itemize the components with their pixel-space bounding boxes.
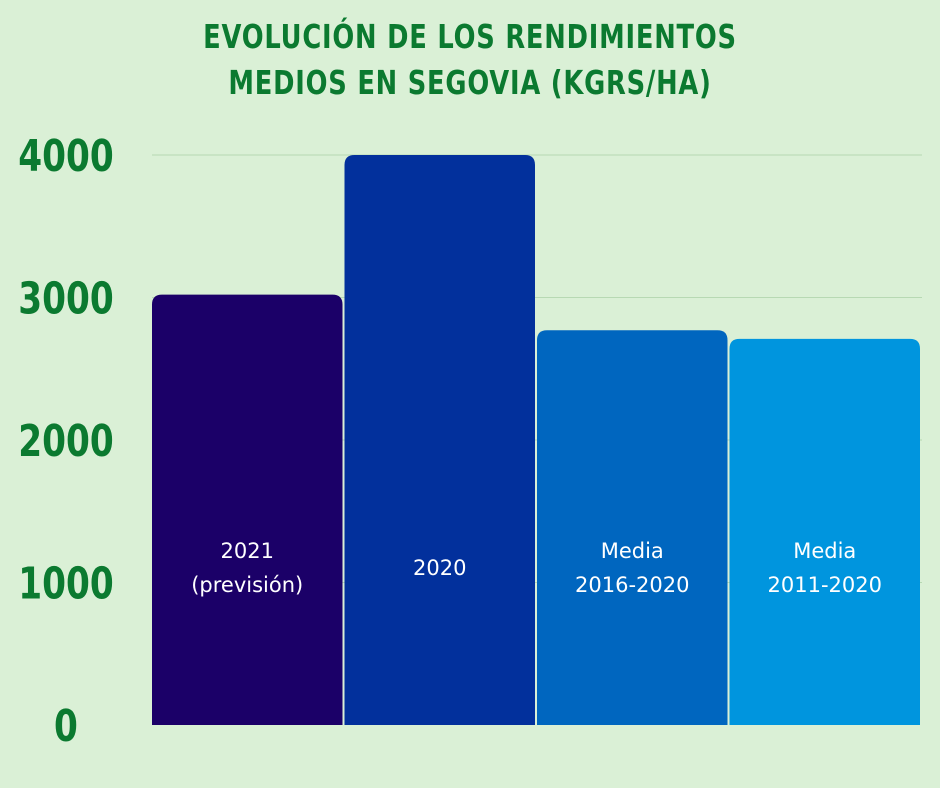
bar-category-label: Media	[601, 539, 664, 563]
bar	[152, 294, 343, 725]
bar-category-label: 2021	[221, 539, 274, 563]
y-tick-label: 4000	[18, 131, 113, 182]
bar-category-label: Media	[793, 539, 856, 563]
bar-category-label: 2020	[413, 556, 466, 580]
y-tick-label: 3000	[18, 273, 113, 324]
bar	[344, 155, 535, 725]
y-tick-label: 2000	[18, 416, 113, 467]
bar-category-label: 2011-2020	[768, 573, 882, 597]
bar-category-label: (previsión)	[191, 573, 303, 597]
bar	[537, 330, 728, 725]
chart-title: EVOLUCIÓN DE LOS RENDIMIENTOS MEDIOS EN …	[103, 14, 836, 106]
bar	[729, 338, 920, 725]
chart-title-line-2: MEDIOS EN SEGOVIA (KGRS/HA)	[228, 63, 712, 102]
bar-category-label: 2016-2020	[575, 573, 689, 597]
y-tick-label: 1000	[18, 558, 113, 609]
y-tick-label: 0	[54, 701, 78, 752]
chart-title-line-1: EVOLUCIÓN DE LOS RENDIMIENTOS	[203, 17, 737, 56]
